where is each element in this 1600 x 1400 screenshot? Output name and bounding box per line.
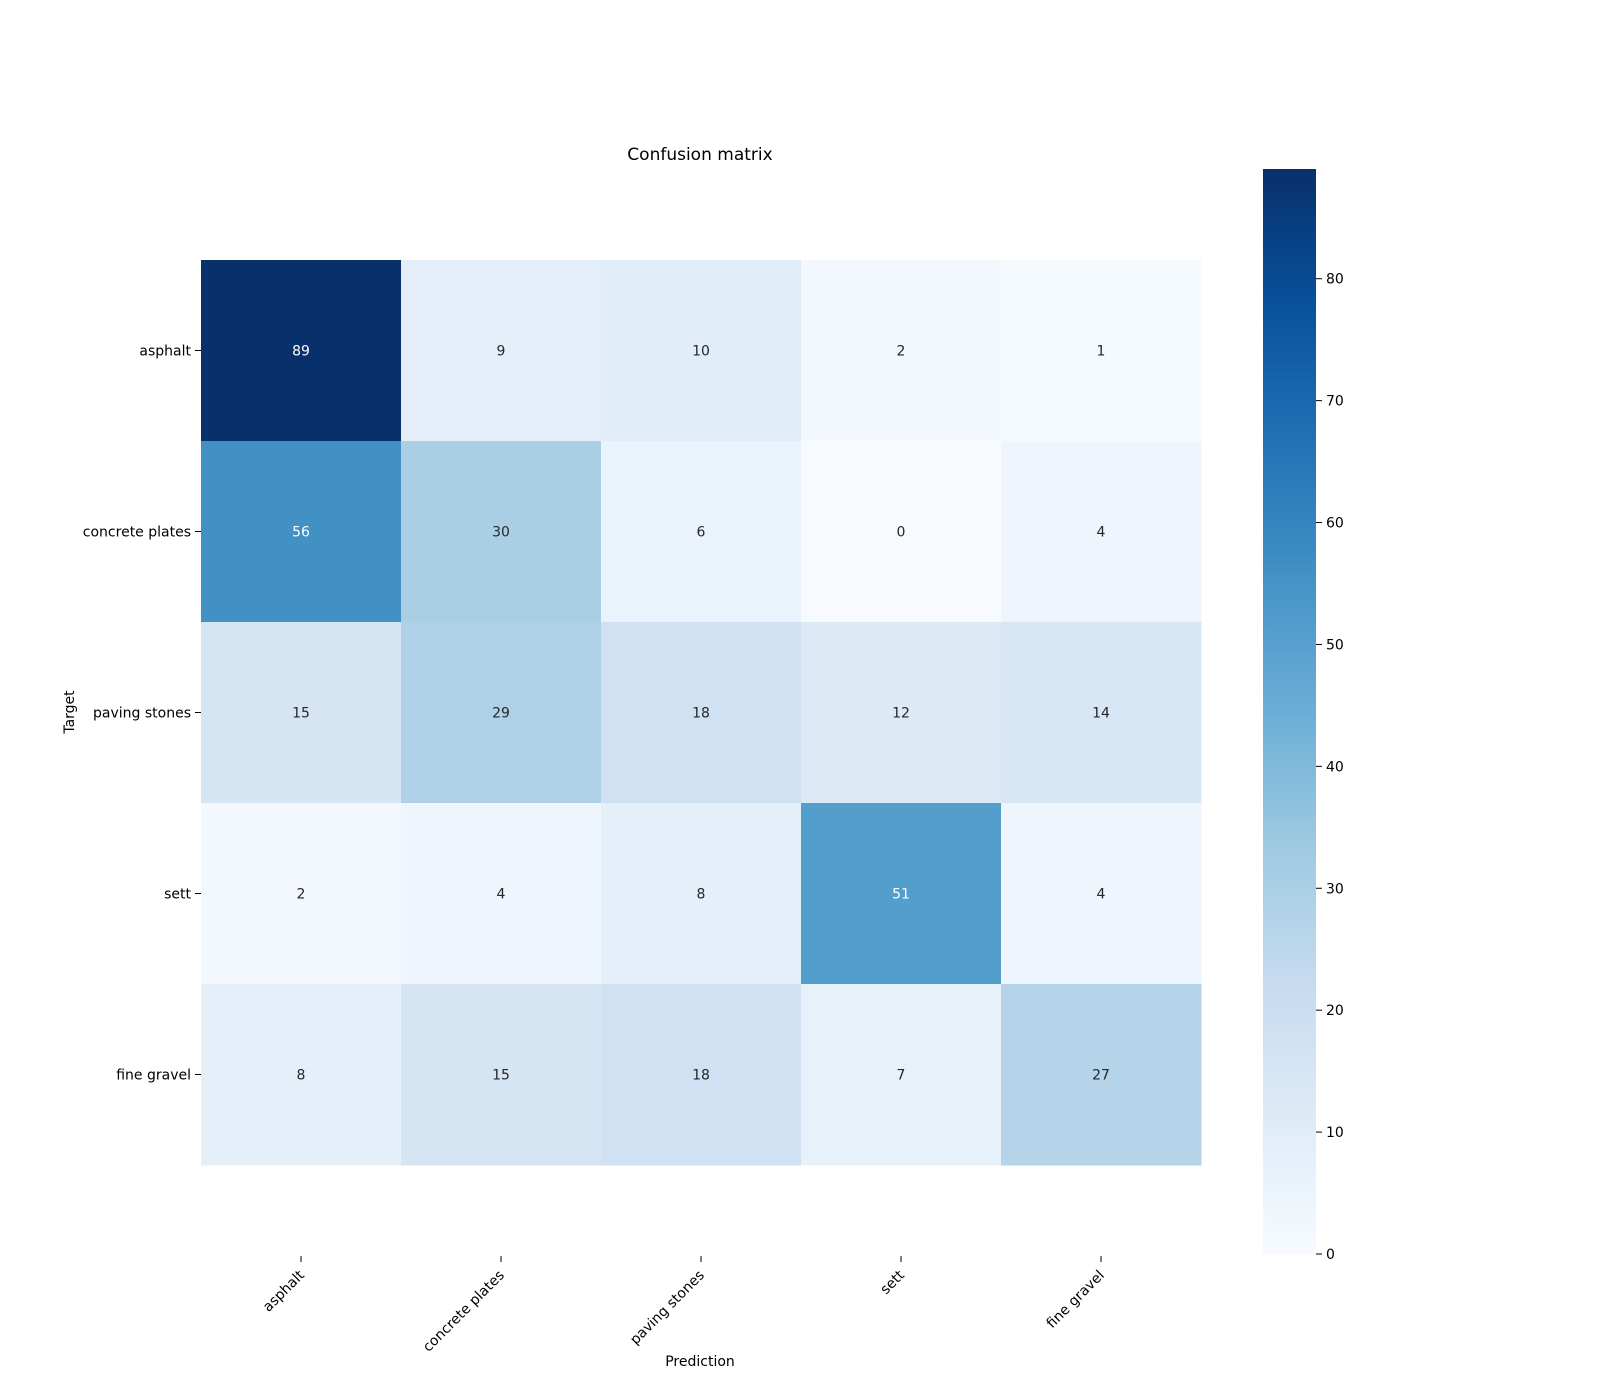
heatmap-cell (1001, 441, 1202, 623)
chart-title: Confusion matrix (627, 145, 772, 165)
y-tick-label: sett (164, 887, 191, 903)
heatmap-cell (801, 260, 1002, 442)
heatmap-cell (201, 441, 402, 623)
x-tick-label: paving stones (627, 1268, 708, 1349)
heatmap-cell (801, 622, 1002, 804)
x-tick-label: asphalt (260, 1267, 308, 1315)
heatmap-cell (601, 984, 802, 1166)
heatmap-cell (401, 984, 602, 1166)
cell-value-label: 1 (1097, 344, 1106, 360)
heatmap-cells (201, 260, 1202, 1166)
heatmap-cell-labels: 89 9 10 2 1 56 30 6 0 4 15 29 18 12 14 2 4 8 51 4 8 15 18 7 27 (292, 344, 1110, 1084)
heatmap-cell (801, 441, 1002, 623)
y-axis: asphalt concrete plates paving stones sett f… (83, 344, 201, 1084)
cell-value-label: 4 (497, 887, 506, 903)
cell-value-label: 51 (892, 887, 910, 903)
y-tick-label: fine gravel (116, 1068, 191, 1084)
cell-value-label: 4 (1097, 525, 1106, 541)
cell-value-label: 0 (897, 525, 906, 541)
heatmap-cell (201, 622, 402, 804)
x-tick-label: sett (878, 1267, 909, 1298)
colorbar-ticks: 0 10 20 30 40 50 60 70 80 (1316, 272, 1344, 1263)
heatmap-cell (201, 984, 402, 1166)
colorbar (1263, 169, 1316, 1254)
heatmap-cell (401, 441, 602, 623)
cell-value-label: 12 (892, 706, 910, 722)
cell-value-label: 29 (492, 706, 510, 722)
x-tick-label: fine gravel (1044, 1268, 1108, 1332)
cell-value-label: 4 (1097, 887, 1106, 903)
cell-value-label: 18 (692, 1068, 710, 1084)
cell-value-label: 27 (1092, 1068, 1110, 1084)
y-tick-label: paving stones (93, 706, 191, 722)
heatmap-cell (601, 260, 802, 442)
colorbar-tick-label: 20 (1326, 1003, 1344, 1019)
cell-value-label: 14 (1092, 706, 1110, 722)
heatmap-cell (601, 803, 802, 985)
x-axis-label: Prediction (665, 1354, 735, 1370)
colorbar-tick-label: 10 (1326, 1125, 1344, 1141)
colorbar-tick-label: 40 (1326, 759, 1344, 775)
cell-value-label: 15 (492, 1068, 510, 1084)
y-tick-label: asphalt (139, 344, 191, 360)
heatmap-cell (801, 984, 1002, 1166)
y-axis-label: Target (62, 690, 78, 735)
cell-value-label: 2 (297, 887, 306, 903)
heatmap-cell (1001, 803, 1202, 985)
colorbar-tick-label: 50 (1326, 637, 1344, 653)
cell-value-label: 8 (697, 887, 706, 903)
heatmap-cell (1001, 260, 1202, 442)
heatmap-cell (201, 803, 402, 985)
heatmap-cell (401, 622, 602, 804)
heatmap-cell (401, 260, 602, 442)
cell-value-label: 10 (692, 344, 710, 360)
cell-value-label: 89 (292, 344, 310, 360)
x-tick-label: concrete plates (420, 1268, 508, 1356)
colorbar-tick-label: 70 (1326, 394, 1344, 410)
y-tick-label: concrete plates (83, 525, 191, 541)
cell-value-label: 8 (297, 1068, 306, 1084)
cell-value-label: 6 (697, 525, 706, 541)
heatmap-cell (601, 441, 802, 623)
cell-value-label: 56 (292, 525, 310, 541)
cell-value-label: 30 (492, 525, 510, 541)
heatmap-cell (1001, 984, 1202, 1166)
colorbar-tick-label: 0 (1326, 1247, 1335, 1263)
cell-value-label: 7 (897, 1068, 906, 1084)
heatmap-cell (801, 803, 1002, 985)
heatmap-cell (401, 803, 602, 985)
cell-value-label: 15 (292, 706, 310, 722)
cell-value-label: 2 (897, 344, 906, 360)
heatmap-cell (201, 260, 402, 442)
cell-value-label: 9 (497, 344, 506, 360)
heatmap-cell (601, 622, 802, 804)
heatmap-cell (1001, 622, 1202, 804)
colorbar-tick-label: 80 (1326, 272, 1344, 288)
colorbar-tick-label: 60 (1326, 516, 1344, 532)
cell-value-label: 18 (692, 706, 710, 722)
x-axis: asphalt concrete plates paving stones sett f… (260, 1256, 1108, 1355)
colorbar-tick-label: 30 (1326, 881, 1344, 897)
